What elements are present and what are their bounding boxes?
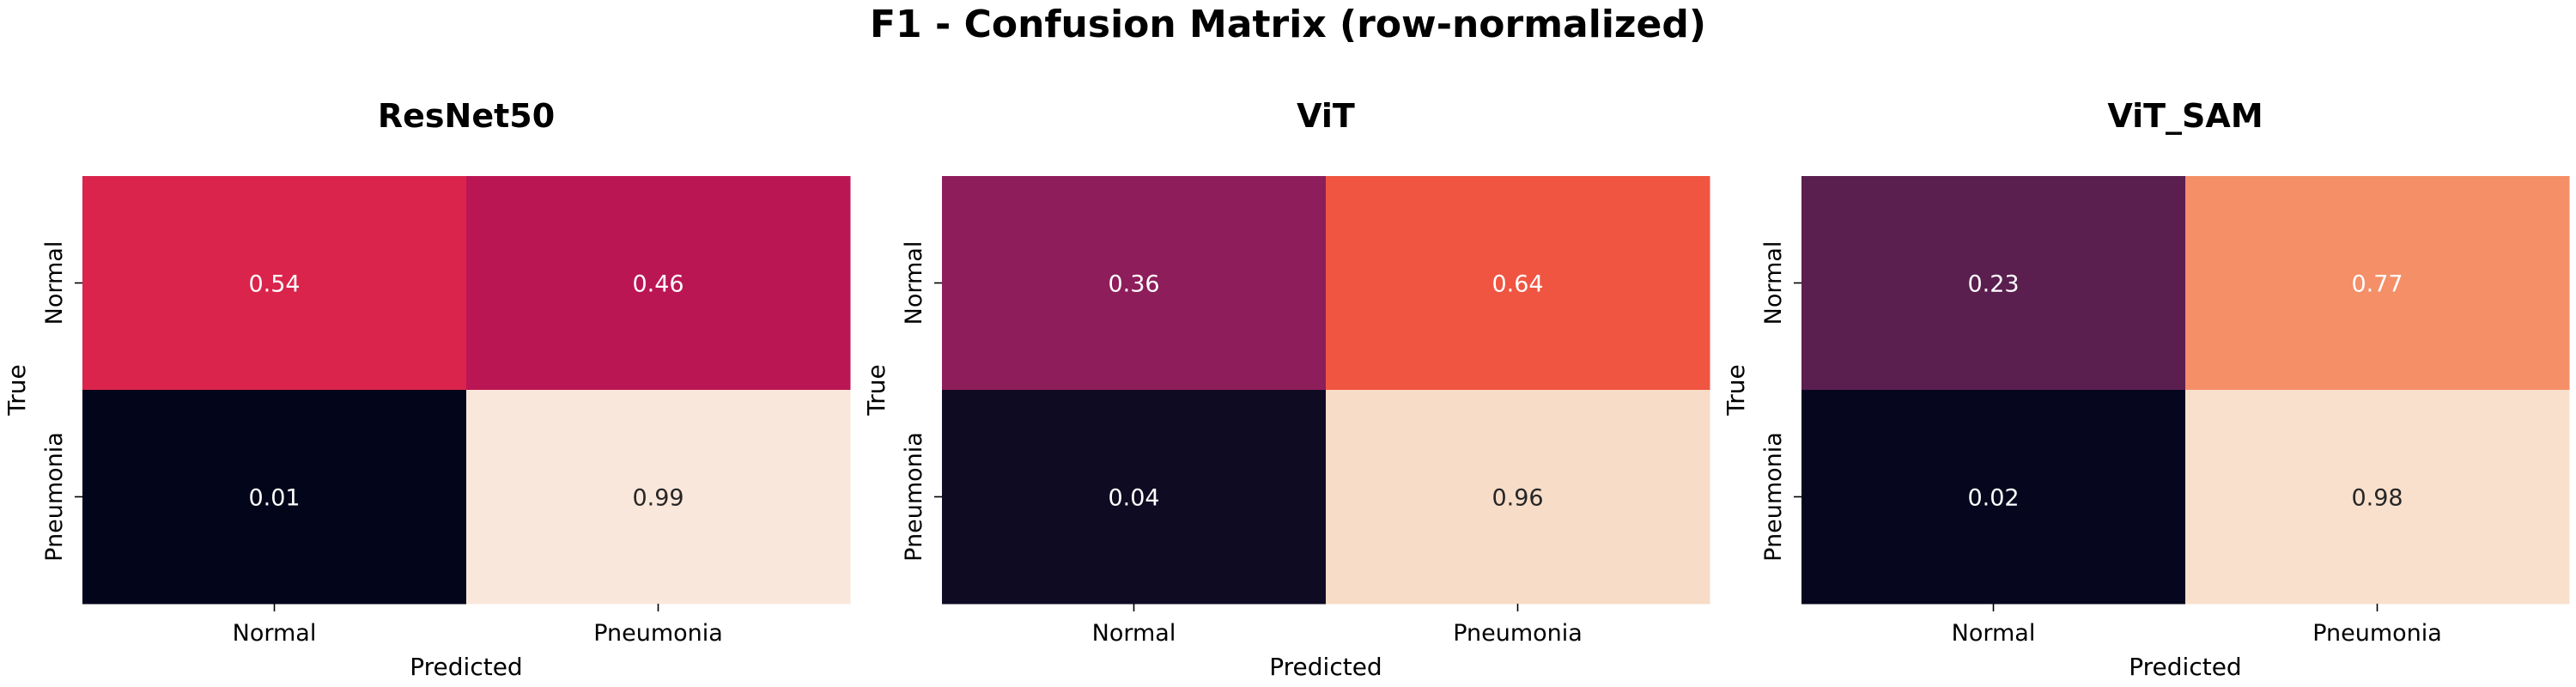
heatmap-cell [82,176,467,391]
heatmap-cell [1326,390,1710,605]
cell-value-label: 0.64 [1492,271,1543,298]
heatmap-cell [2185,390,2570,605]
x-tick-label: Pneumonia [593,620,723,647]
cell-value-label: 0.54 [248,271,300,298]
heatmap-cell [942,176,1327,391]
panel-title: ResNet50 [378,97,555,135]
cell-value-label: 0.01 [248,485,300,512]
heatmap-cell [2185,176,2570,391]
x-tick-label: Pneumonia [1453,620,1583,647]
y-tick-label: Normal [1760,241,1787,325]
x-tick-label: Normal [1092,620,1176,647]
heatmap-cell [1801,176,2186,391]
x-tick-label: Normal [1952,620,2036,647]
x-axis-label: Predicted [1269,653,1382,681]
heatmap-cell [1801,390,2186,605]
y-axis-label: True [3,364,31,416]
x-axis-label: Predicted [2129,653,2241,681]
cell-value-label: 0.04 [1108,485,1159,512]
heatmap-cell [466,390,851,605]
heatmap-cell [942,390,1327,605]
y-axis-label: True [1722,364,1750,416]
y-tick-label: Pneumonia [1760,432,1787,562]
panel-title: ViT_SAM [2107,97,2263,135]
heatmap-cell [1326,176,1710,391]
cell-value-label: 0.77 [2351,271,2403,298]
x-tick-label: Normal [233,620,317,647]
heatmap-cell [82,390,467,605]
cell-value-label: 0.46 [632,271,683,298]
figure-title: F1 - Confusion Matrix (row-normalized) [870,3,1706,46]
cell-value-label: 0.96 [1492,485,1543,512]
cell-value-label: 0.36 [1108,271,1159,298]
y-tick-label: Normal [41,241,68,325]
y-tick-label: Pneumonia [41,432,68,562]
cell-value-label: 0.02 [1967,485,2019,512]
cell-value-label: 0.23 [1967,271,2019,298]
x-tick-label: Pneumonia [2312,620,2442,647]
heatmap-cell [466,176,851,391]
cell-value-label: 0.98 [2351,485,2403,512]
panel-title: ViT [1297,97,1355,135]
x-axis-label: Predicted [410,653,522,681]
y-axis-label: True [862,364,890,416]
y-tick-label: Normal [901,241,927,325]
y-tick-label: Pneumonia [901,432,927,562]
cell-value-label: 0.99 [632,485,683,512]
